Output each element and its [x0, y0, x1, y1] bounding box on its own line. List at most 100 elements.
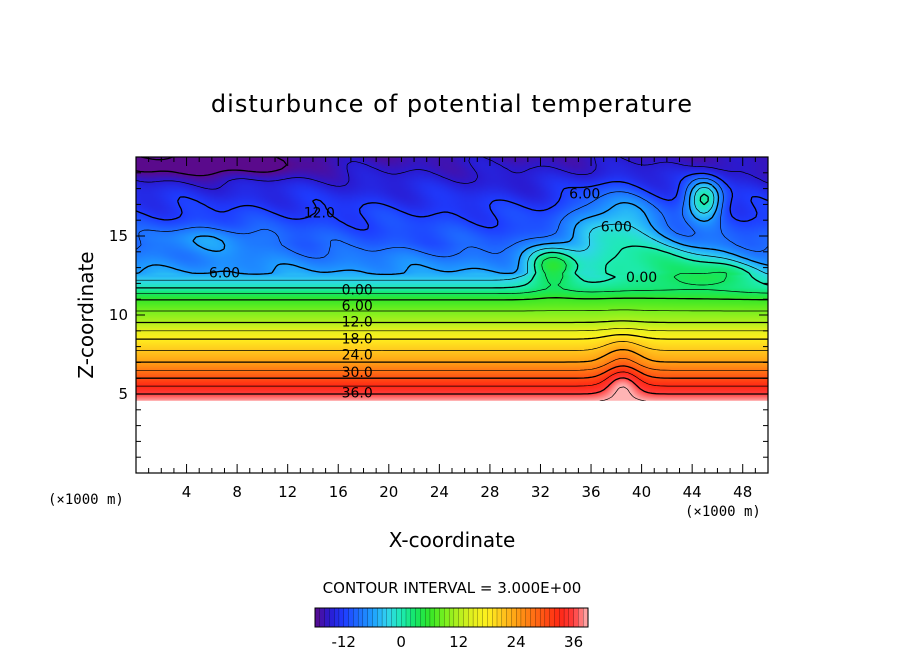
- colorbar-cell: [324, 607, 330, 628]
- colorbar-tick-label: 36: [564, 633, 583, 651]
- x-tick-label: 28: [480, 483, 499, 501]
- contour-line-33: [136, 371, 768, 387]
- colorbar-cell: [372, 607, 378, 628]
- x-tick-label: 40: [632, 483, 651, 501]
- contour-line-6: [136, 297, 768, 301]
- colorbar-cell: [391, 607, 397, 628]
- x-tick-label: 44: [683, 483, 702, 501]
- colorbar-cell: [319, 607, 326, 628]
- colorbar-cell: [348, 607, 354, 628]
- contour-labels: 12.06.006.006.00 0.000.006.0012.018.024.0…: [209, 186, 657, 401]
- y-tick-label: 5: [118, 385, 128, 403]
- colorbar-cell: [487, 607, 493, 628]
- colorbar-cell: [530, 607, 536, 628]
- colorbar-cell: [559, 607, 565, 628]
- colorbar-cell: [496, 607, 503, 628]
- colorbar-cell: [386, 607, 393, 628]
- contour-label: 0.00: [342, 283, 373, 299]
- x-tick-label: 32: [531, 483, 550, 501]
- colorbar-cell: [549, 607, 555, 628]
- contour-label: 24.0: [342, 348, 373, 364]
- colorbar-cell: [410, 607, 417, 628]
- x-tick-label: 4: [182, 483, 192, 501]
- colorbar-labels: -12 0 12 24 36: [331, 633, 583, 651]
- x-tick-label: 48: [733, 483, 752, 501]
- colorbar-cell: [396, 607, 402, 628]
- colorbar-cell: [544, 607, 551, 628]
- x-tick-label: 20: [379, 483, 398, 501]
- contour-line--3: [136, 186, 769, 281]
- contour-line--18: [135, 156, 288, 177]
- colorbar-tick-label: -12: [331, 633, 356, 651]
- contour-line--9: [135, 177, 769, 259]
- colorbar-cell: [563, 607, 570, 628]
- colorbar-cell: [573, 607, 579, 628]
- colorbar-cell: [439, 607, 445, 628]
- colorbar-cell: [357, 607, 364, 628]
- contour-line-18: [136, 333, 768, 340]
- colorbar-cell: [329, 607, 335, 628]
- colorbar-cell: [353, 607, 359, 628]
- colorbar-cell: [314, 607, 321, 628]
- contour-label: 0.00: [626, 270, 657, 286]
- colorbar-cell: [434, 607, 441, 628]
- contour-label: 6.00: [569, 186, 600, 202]
- y-axis-unit: (×1000 m): [48, 492, 124, 508]
- colorbar-cell: [448, 607, 455, 628]
- colorbar-cell: [381, 607, 388, 628]
- colorbar-cell: [367, 607, 373, 628]
- colorbar-cell: [501, 607, 508, 628]
- colorbar-cell: [377, 607, 383, 628]
- x-tick-labels: 4 8 12 16 20 24 28 32 36 40 44 48: [182, 483, 752, 501]
- contour-label: 6.00: [342, 299, 373, 315]
- colorbar-cell: [415, 607, 421, 628]
- contour-line-12: [136, 320, 768, 324]
- contour-label: 12.0: [342, 314, 373, 330]
- colorbar-cell: [458, 607, 464, 628]
- contour-line--6: [135, 181, 769, 276]
- colorbar-cell: [425, 607, 431, 628]
- colorbar-cell: [511, 607, 517, 628]
- contour-line-3: [136, 256, 769, 295]
- colorbar-cell: [468, 607, 474, 628]
- colorbar-cell: [463, 607, 469, 628]
- colorbar-cell: [401, 607, 407, 628]
- contour-line-21: [136, 341, 768, 351]
- terrain-blank: [136, 401, 768, 473]
- contour-line--12: [135, 172, 769, 231]
- colorbar-tick-label: 24: [507, 633, 526, 651]
- y-tick-label: 10: [109, 306, 128, 324]
- axis-ticks: [136, 157, 768, 473]
- contour-line-27: [136, 357, 768, 371]
- colorbar-cell: [420, 607, 426, 628]
- colorbar-cell: [444, 607, 450, 628]
- contour-line-9: [136, 309, 768, 312]
- x-tick-label: 36: [581, 483, 600, 501]
- x-axis-unit: (×1000 m): [685, 504, 761, 520]
- chart-title: disturbunce of potential temperature: [211, 90, 693, 118]
- colorbar-cell: [535, 607, 541, 628]
- plot-area: 12.06.006.006.00 0.000.006.0012.018.024.0…: [135, 156, 769, 474]
- colorbar-cell: [568, 607, 575, 628]
- colorbar-cell: [554, 607, 560, 628]
- colorbar-cell: [492, 607, 498, 628]
- contour-line--15: [135, 156, 769, 190]
- y-axis-label: Z-coordinate: [74, 251, 98, 378]
- colorbar-tick-label: 12: [449, 633, 468, 651]
- colorbar-cell: [362, 607, 369, 628]
- colorbar-cell: [506, 607, 512, 628]
- colorbar-cell: [429, 607, 436, 628]
- colorbar-cell: [343, 607, 350, 628]
- colorbar-cell: [338, 607, 345, 628]
- colorbar-cell: [516, 607, 522, 628]
- colorbar-cell: [334, 607, 340, 628]
- x-tick-label: 12: [278, 483, 297, 501]
- colorbar-cell: [453, 607, 460, 628]
- colorbar-tick-label: 0: [396, 633, 406, 651]
- contour-interval-label: CONTOUR INTERVAL = 3.000E+00: [323, 579, 582, 597]
- contour-label: 12.0: [304, 205, 335, 221]
- x-tick-label: 24: [430, 483, 449, 501]
- colorbar-cell: [578, 607, 584, 628]
- colorbar-cell: [405, 607, 412, 628]
